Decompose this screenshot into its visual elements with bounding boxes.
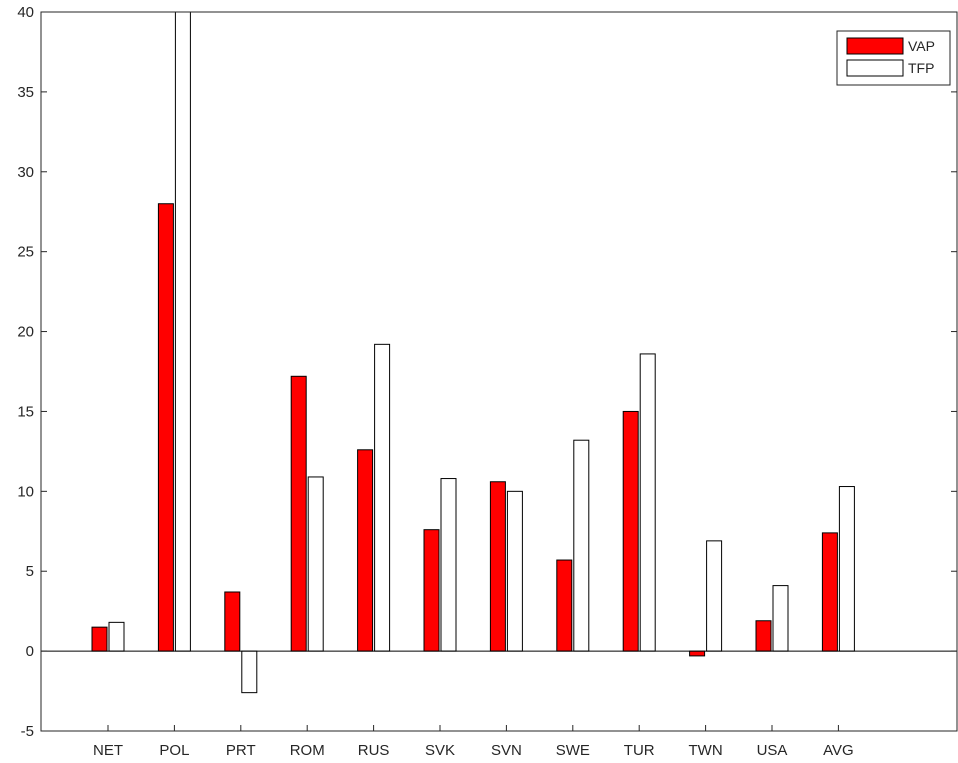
bar-vap-rus <box>357 449 374 652</box>
y-tick-label: 15 <box>17 403 34 420</box>
x-tick-label-rom: ROM <box>290 742 325 759</box>
bar-vap-prt <box>224 591 241 652</box>
plot-box <box>40 11 958 732</box>
legend-swatch-tfp <box>846 59 904 77</box>
bar-tfp-pol <box>174 11 191 652</box>
x-tick-label-swe: SWE <box>556 742 590 759</box>
axes-layer: -5 0 5 10 15 20 25 30 35 40 NET POL PRT ROM RUS SVK SVN S… <box>17 4 958 759</box>
bar-tfp-rus <box>374 343 391 652</box>
x-tick-label-pol: POL <box>159 742 189 759</box>
bar-vap-svk <box>423 529 440 652</box>
bar-vap-svn <box>489 481 506 652</box>
bars-layer <box>91 11 855 694</box>
legend-label-vap: VAP <box>908 38 935 54</box>
y-tick-label: 35 <box>17 84 34 101</box>
bar-vap-avg <box>821 532 838 652</box>
bar-tfp-rom <box>307 476 324 652</box>
x-tick-label-tur: TUR <box>624 742 655 759</box>
bar-tfp-svn <box>506 490 523 652</box>
y-tick-label: 0 <box>26 643 34 660</box>
bar-tfp-prt <box>241 650 258 694</box>
bar-vap-rom <box>290 375 307 652</box>
x-tick-label-svn: SVN <box>491 742 522 759</box>
x-tick-label-prt: PRT <box>226 742 256 759</box>
x-tick-label-twn: TWN <box>689 742 723 759</box>
y-tick-label: 30 <box>17 164 34 181</box>
x-tick-label-svk: SVK <box>425 742 455 759</box>
bar-tfp-twn <box>706 540 723 652</box>
bar-vap-swe <box>556 559 573 652</box>
legend-label-tfp: TFP <box>908 60 934 76</box>
legend-swatch-vap <box>846 37 904 55</box>
y-tick-label: 25 <box>17 244 34 261</box>
bar-tfp-svk <box>440 478 457 652</box>
bar-vap-net <box>91 626 108 652</box>
bar-vap-pol <box>157 203 174 652</box>
x-tick-label-avg: AVG <box>823 742 854 759</box>
bar-tfp-tur <box>639 353 656 652</box>
bar-vap-twn <box>689 650 706 657</box>
legend: VAP TFP <box>836 30 951 86</box>
x-tick-label-rus: RUS <box>358 742 390 759</box>
x-tick-label-usa: USA <box>757 742 788 759</box>
bar-tfp-net <box>108 621 125 652</box>
bar-vap-tur <box>622 410 639 652</box>
bar-tfp-usa <box>772 585 789 652</box>
y-tick-label: 40 <box>17 4 34 21</box>
bar-vap-usa <box>755 620 772 652</box>
y-tick-label: 10 <box>17 483 34 500</box>
y-tick-label: -5 <box>21 723 34 740</box>
bar-tfp-avg <box>838 486 855 652</box>
y-tick-label: 20 <box>17 324 34 341</box>
bar-tfp-swe <box>573 439 590 652</box>
y-tick-label: 5 <box>26 563 34 580</box>
x-tick-label-net: NET <box>93 742 123 759</box>
